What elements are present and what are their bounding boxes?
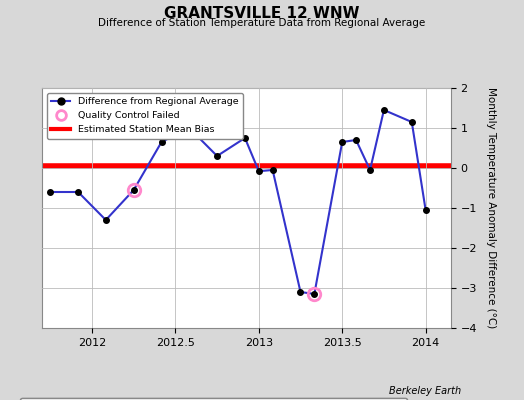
- Text: Difference of Station Temperature Data from Regional Average: Difference of Station Temperature Data f…: [99, 18, 425, 28]
- Text: Berkeley Earth: Berkeley Earth: [389, 386, 461, 396]
- Legend: Station Move, Record Gap, Time of Obs. Change, Empirical Break: Station Move, Record Gap, Time of Obs. C…: [20, 398, 407, 400]
- Text: GRANTSVILLE 12 WNW: GRANTSVILLE 12 WNW: [164, 6, 360, 21]
- Y-axis label: Monthly Temperature Anomaly Difference (°C): Monthly Temperature Anomaly Difference (…: [486, 87, 496, 329]
